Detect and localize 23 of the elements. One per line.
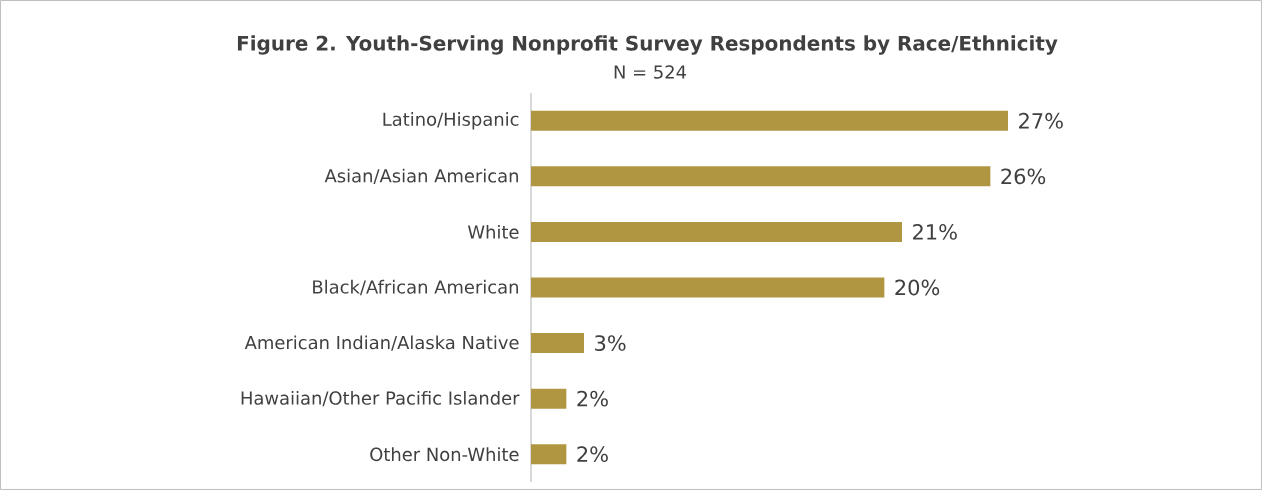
bar <box>531 333 585 354</box>
y-tick-label: White <box>467 224 519 239</box>
chart-subtitle: N = 524 <box>614 65 687 79</box>
data-label: 27% <box>1019 112 1063 129</box>
y-tick-label: Black/African American <box>313 279 518 296</box>
data-label: 2% <box>577 390 608 407</box>
bar <box>531 444 567 465</box>
data-label: 26% <box>1001 168 1046 185</box>
y-tick-label: Latino/Hispanic <box>383 112 519 130</box>
y-tick-label: Asian/Asian American <box>324 168 518 184</box>
data-label: 20% <box>895 279 940 296</box>
chart-title: Figure 2. Youth-Serving Nonprofit Survey Respondents by Race/Ethnicity <box>237 35 1058 55</box>
y-tick-label: Hawaiian/Other Pacific Islander <box>241 390 520 407</box>
bar <box>531 221 903 242</box>
data-label: 2% <box>577 446 608 463</box>
bar <box>531 110 1009 131</box>
bar <box>531 277 885 298</box>
data-label: 21% <box>913 224 957 240</box>
y-tick-label: Other Non-White <box>370 447 519 462</box>
data-label: 3% <box>595 335 626 351</box>
y-tick-label: American Indian/Alaska Native <box>244 335 519 351</box>
bar <box>531 388 567 409</box>
bar <box>531 166 991 187</box>
